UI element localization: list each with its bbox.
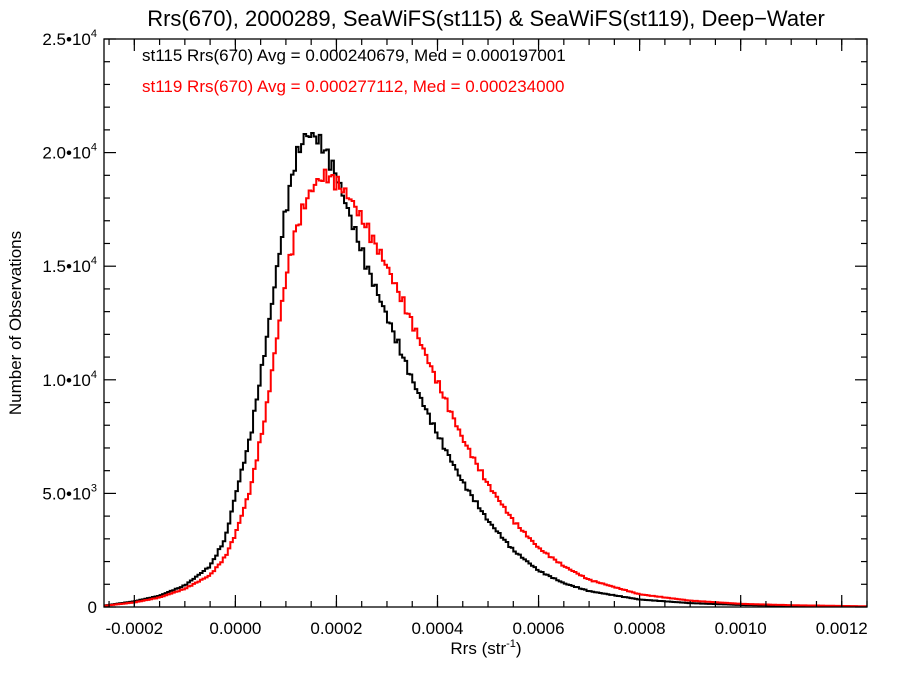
x-tick-label: 0.0004 [411, 619, 463, 638]
legend-st115: st115 Rrs(670) Avg = 0.000240679, Med = … [142, 46, 566, 65]
y-tick-label-base: 2.0•10 [42, 144, 91, 163]
chart-title: Rrs(670), 2000289, SeaWiFS(st115) & SeaW… [147, 6, 825, 31]
x-tick-label: -0.0002 [105, 619, 163, 638]
y-tick-label-base: 1.0•10 [42, 371, 91, 390]
x-axis-title-end: ) [516, 639, 522, 658]
x-axis-title: Rrs (str-1) [450, 638, 521, 658]
x-axis-title-main: Rrs (str [450, 639, 506, 658]
y-tick-label: 2.5•104 [42, 28, 97, 49]
y-tick-label: 5.0•103 [42, 482, 97, 503]
y-tick-label: 2.0•104 [42, 142, 97, 163]
x-tick-label: 0.0008 [614, 619, 666, 638]
x-axis-title-sup: -1 [506, 638, 516, 650]
y-tick-label: 1.0•104 [42, 369, 97, 390]
y-tick-label-exp: 4 [91, 255, 97, 267]
y-axis-title: Number of Observations [6, 231, 25, 415]
y-tick-label: 0 [88, 598, 97, 617]
y-tick-label-base: 0 [88, 598, 97, 617]
x-tick-label: 0.0010 [715, 619, 767, 638]
x-tick-label: 0.0002 [310, 619, 362, 638]
y-tick-label-base: 1.5•10 [42, 257, 91, 276]
series-st115-line [104, 132, 867, 608]
plot-frame [103, 38, 868, 608]
x-tick-label: 0.0006 [513, 619, 565, 638]
y-tick-label-base: 2.5•10 [42, 30, 91, 49]
y-tick-label-exp: 4 [91, 369, 97, 381]
y-tick-label-base: 5.0•10 [42, 484, 91, 503]
series-st119-line [104, 168, 867, 608]
x-tick-label: 0.0000 [209, 619, 261, 638]
y-tick-label: 1.5•104 [42, 255, 97, 276]
ticks-layer: -0.0002 0.0000 0.0002 0.0004 0.0006 0.0008 0.0… [42, 28, 867, 638]
y-tick-label-exp: 4 [91, 28, 97, 40]
series-layer [104, 132, 867, 608]
legend-st119: st119 Rrs(670) Avg = 0.000277112, Med = … [142, 77, 565, 96]
x-tick-label: 0.0012 [816, 619, 868, 638]
y-tick-label-exp: 4 [91, 142, 97, 154]
y-tick-label-exp: 3 [91, 482, 97, 494]
